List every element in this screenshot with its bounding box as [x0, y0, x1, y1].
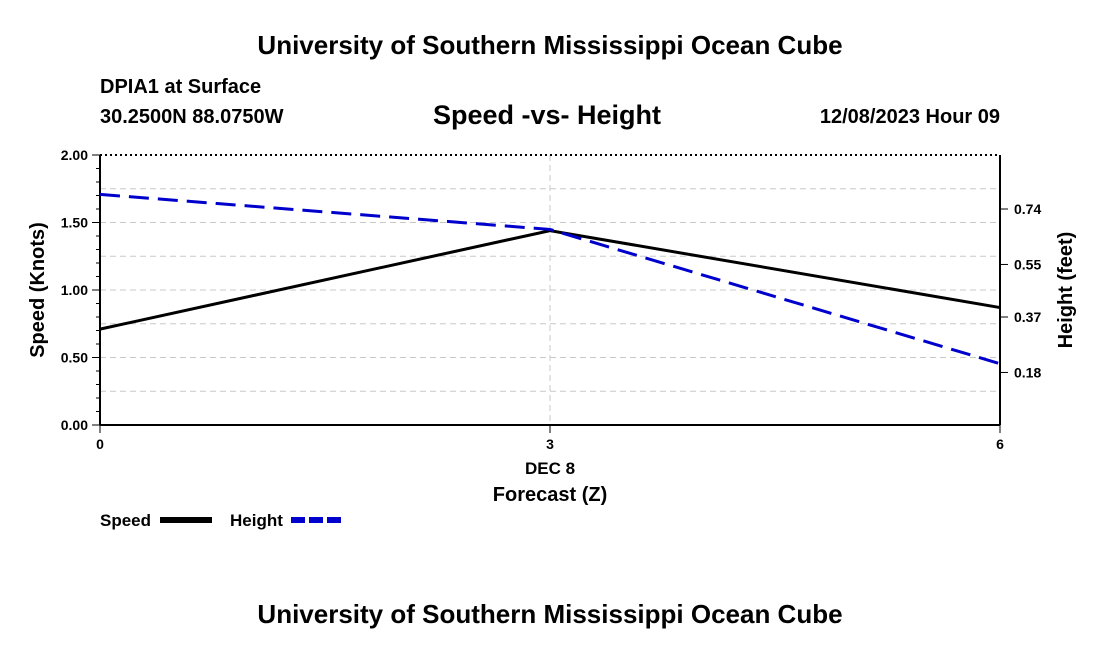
legend-label-speed: Speed [100, 511, 151, 530]
x-tick-label: 3 [546, 436, 554, 452]
y-tick-label-right: 0.18 [1014, 364, 1041, 380]
x-tick-label: 6 [996, 436, 1004, 452]
y-axis-title-left: Speed (Knots) [27, 222, 49, 358]
series-line-height [99, 192, 1001, 366]
x-axis-title: Forecast (Z) [493, 484, 607, 506]
coordinates-label: 30.2500N 88.0750W [100, 106, 284, 128]
page-title: University of Southern Mississippi Ocean… [257, 30, 843, 60]
y-tick-label-left: 0.00 [61, 417, 88, 433]
x-sublabel: DEC 8 [525, 459, 575, 478]
y-axis-title-right: Height (feet) [1055, 232, 1077, 349]
chart-title: Speed -vs- Height [433, 100, 662, 130]
y-tick-label-left: 1.50 [61, 215, 88, 231]
y-tick-label-right: 0.37 [1014, 309, 1041, 325]
y-tick-label-right: 0.55 [1014, 256, 1041, 272]
footer-title: University of Southern Mississippi Ocean… [257, 599, 843, 629]
y-tick-label-left: 1.00 [61, 282, 88, 298]
date-label: 12/08/2023 Hour 09 [819, 106, 1000, 128]
station-label: DPIA1 at Surface [100, 76, 262, 98]
y-tick-label-right: 0.74 [1014, 201, 1041, 217]
y-tick-label-left: 2.00 [61, 147, 88, 163]
y-tick-label-left: 0.50 [61, 350, 88, 366]
x-tick-label: 0 [96, 436, 104, 452]
legend-label-height: Height [230, 511, 283, 530]
